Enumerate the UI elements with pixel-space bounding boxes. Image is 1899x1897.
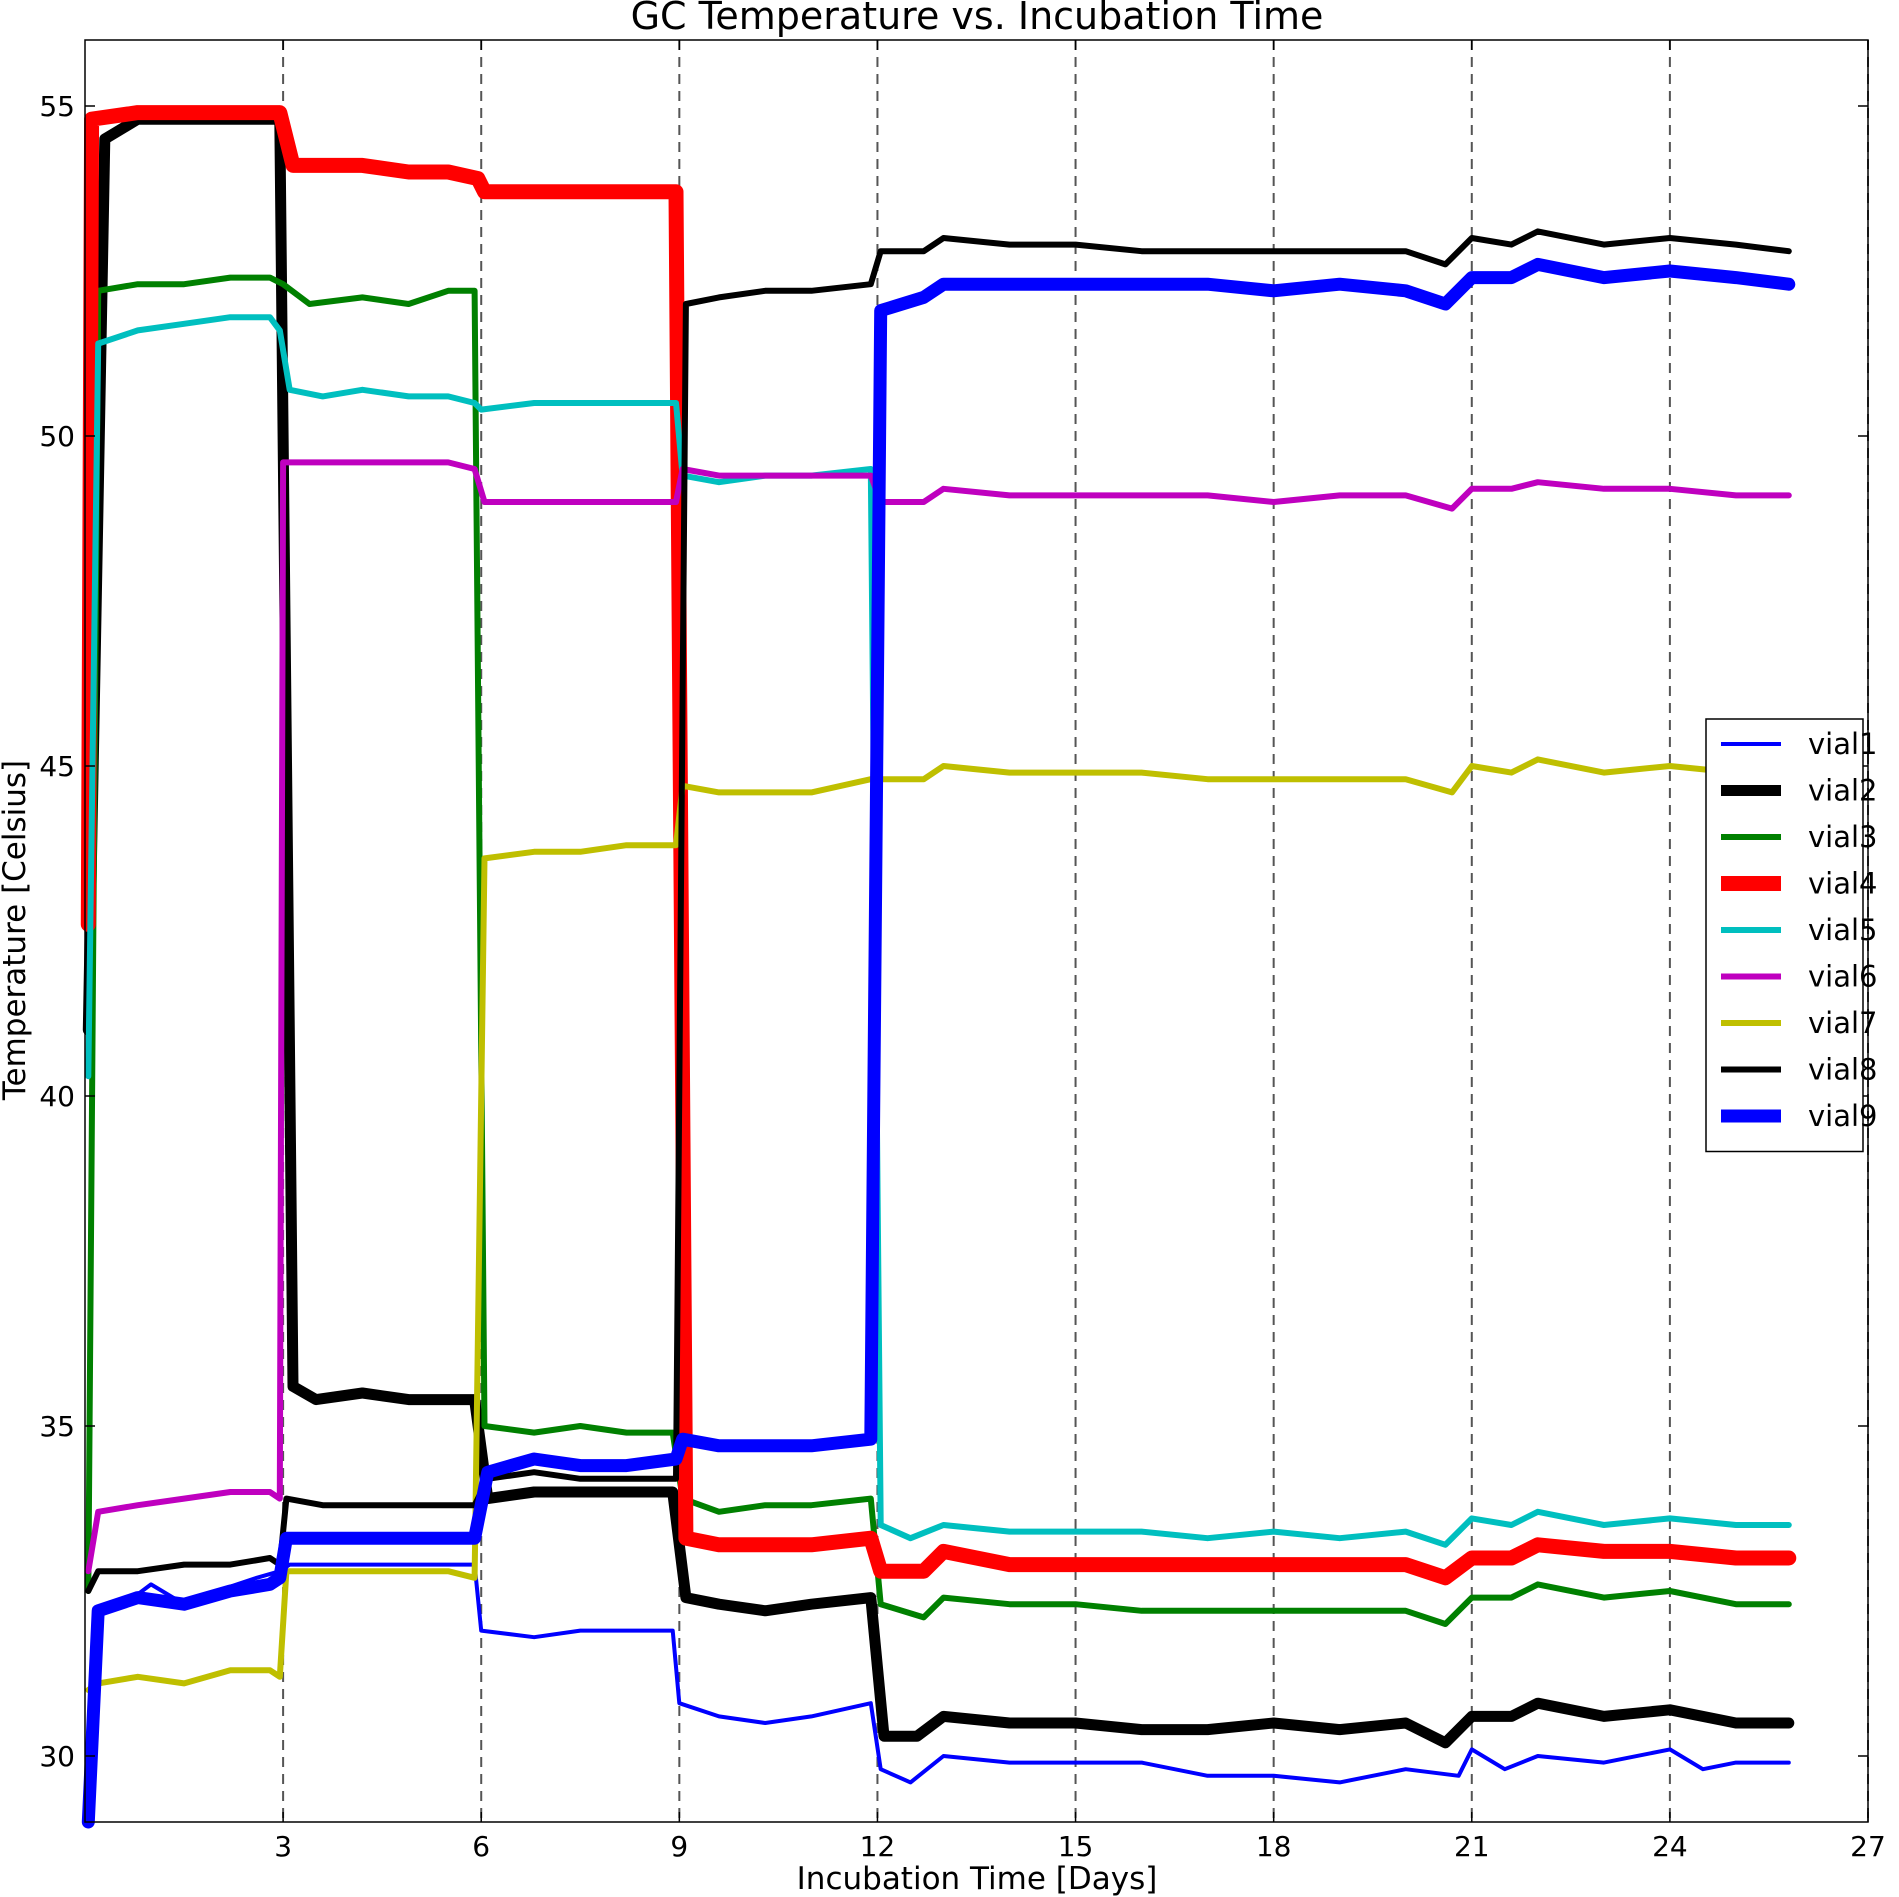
y-tick-label: 50	[39, 420, 75, 453]
legend-label-vial8: vial8	[1808, 1053, 1878, 1087]
legend-label-vial3: vial3	[1808, 820, 1878, 854]
y-tick-label: 55	[39, 90, 75, 123]
series-line-vial8	[85, 228, 1792, 1594]
series-line-vial4	[80, 105, 1797, 1586]
legend-label-vial4: vial4	[1808, 867, 1878, 901]
legend-label-vial5: vial5	[1808, 913, 1878, 947]
series-line-vial9	[81, 257, 1796, 1829]
x-axis-label: Incubation Time [Days]	[797, 1861, 1158, 1897]
y-tick-label: 45	[39, 750, 75, 783]
legend-label-vial6: vial6	[1808, 960, 1878, 994]
series-line-vial3	[85, 274, 1792, 1627]
x-tick-label: 21	[1454, 1830, 1490, 1863]
legend-label-vial2: vial2	[1808, 774, 1878, 808]
x-tick-label: 12	[860, 1830, 896, 1863]
x-tick-label: 3	[274, 1830, 292, 1863]
x-tick-label: 9	[670, 1830, 688, 1863]
x-tick-label: 24	[1652, 1830, 1688, 1863]
legend-label-vial7: vial7	[1808, 1006, 1878, 1040]
legend: vial1 vial2 vial3 vial4 vial5 vial6 vial7 vial8…	[1705, 718, 1878, 1153]
series-line-vial6	[85, 459, 1792, 1575]
y-axis-label: Temperature [Celsius]	[0, 760, 33, 1101]
x-tick-label: 27	[1850, 1830, 1886, 1863]
series-lines	[80, 105, 1797, 1829]
series-line-vial2	[82, 113, 1795, 1749]
y-tick-label: 35	[39, 1410, 75, 1443]
x-tick-label: 18	[1256, 1830, 1292, 1863]
x-tick-label: 15	[1058, 1830, 1094, 1863]
y-tick-label: 30	[39, 1740, 75, 1773]
plot-frame	[84, 39, 1869, 1823]
y-tick-label: 40	[39, 1080, 75, 1113]
legend-label-vial9: vial9	[1808, 1099, 1878, 1133]
x-tick-label: 6	[472, 1830, 490, 1863]
legend-label-vial1: vial1	[1808, 727, 1878, 761]
chart-title: GC Temperature vs. Incubation Time	[631, 0, 1324, 38]
series-line-vial5	[85, 314, 1792, 1548]
x-axis-ticks: 3 6 9 12 15 18 21 24 27	[274, 40, 1886, 1863]
y-axis-ticks: 30 35 40 45 50 55	[39, 90, 1868, 1773]
series-line-vial7	[85, 756, 1792, 1693]
